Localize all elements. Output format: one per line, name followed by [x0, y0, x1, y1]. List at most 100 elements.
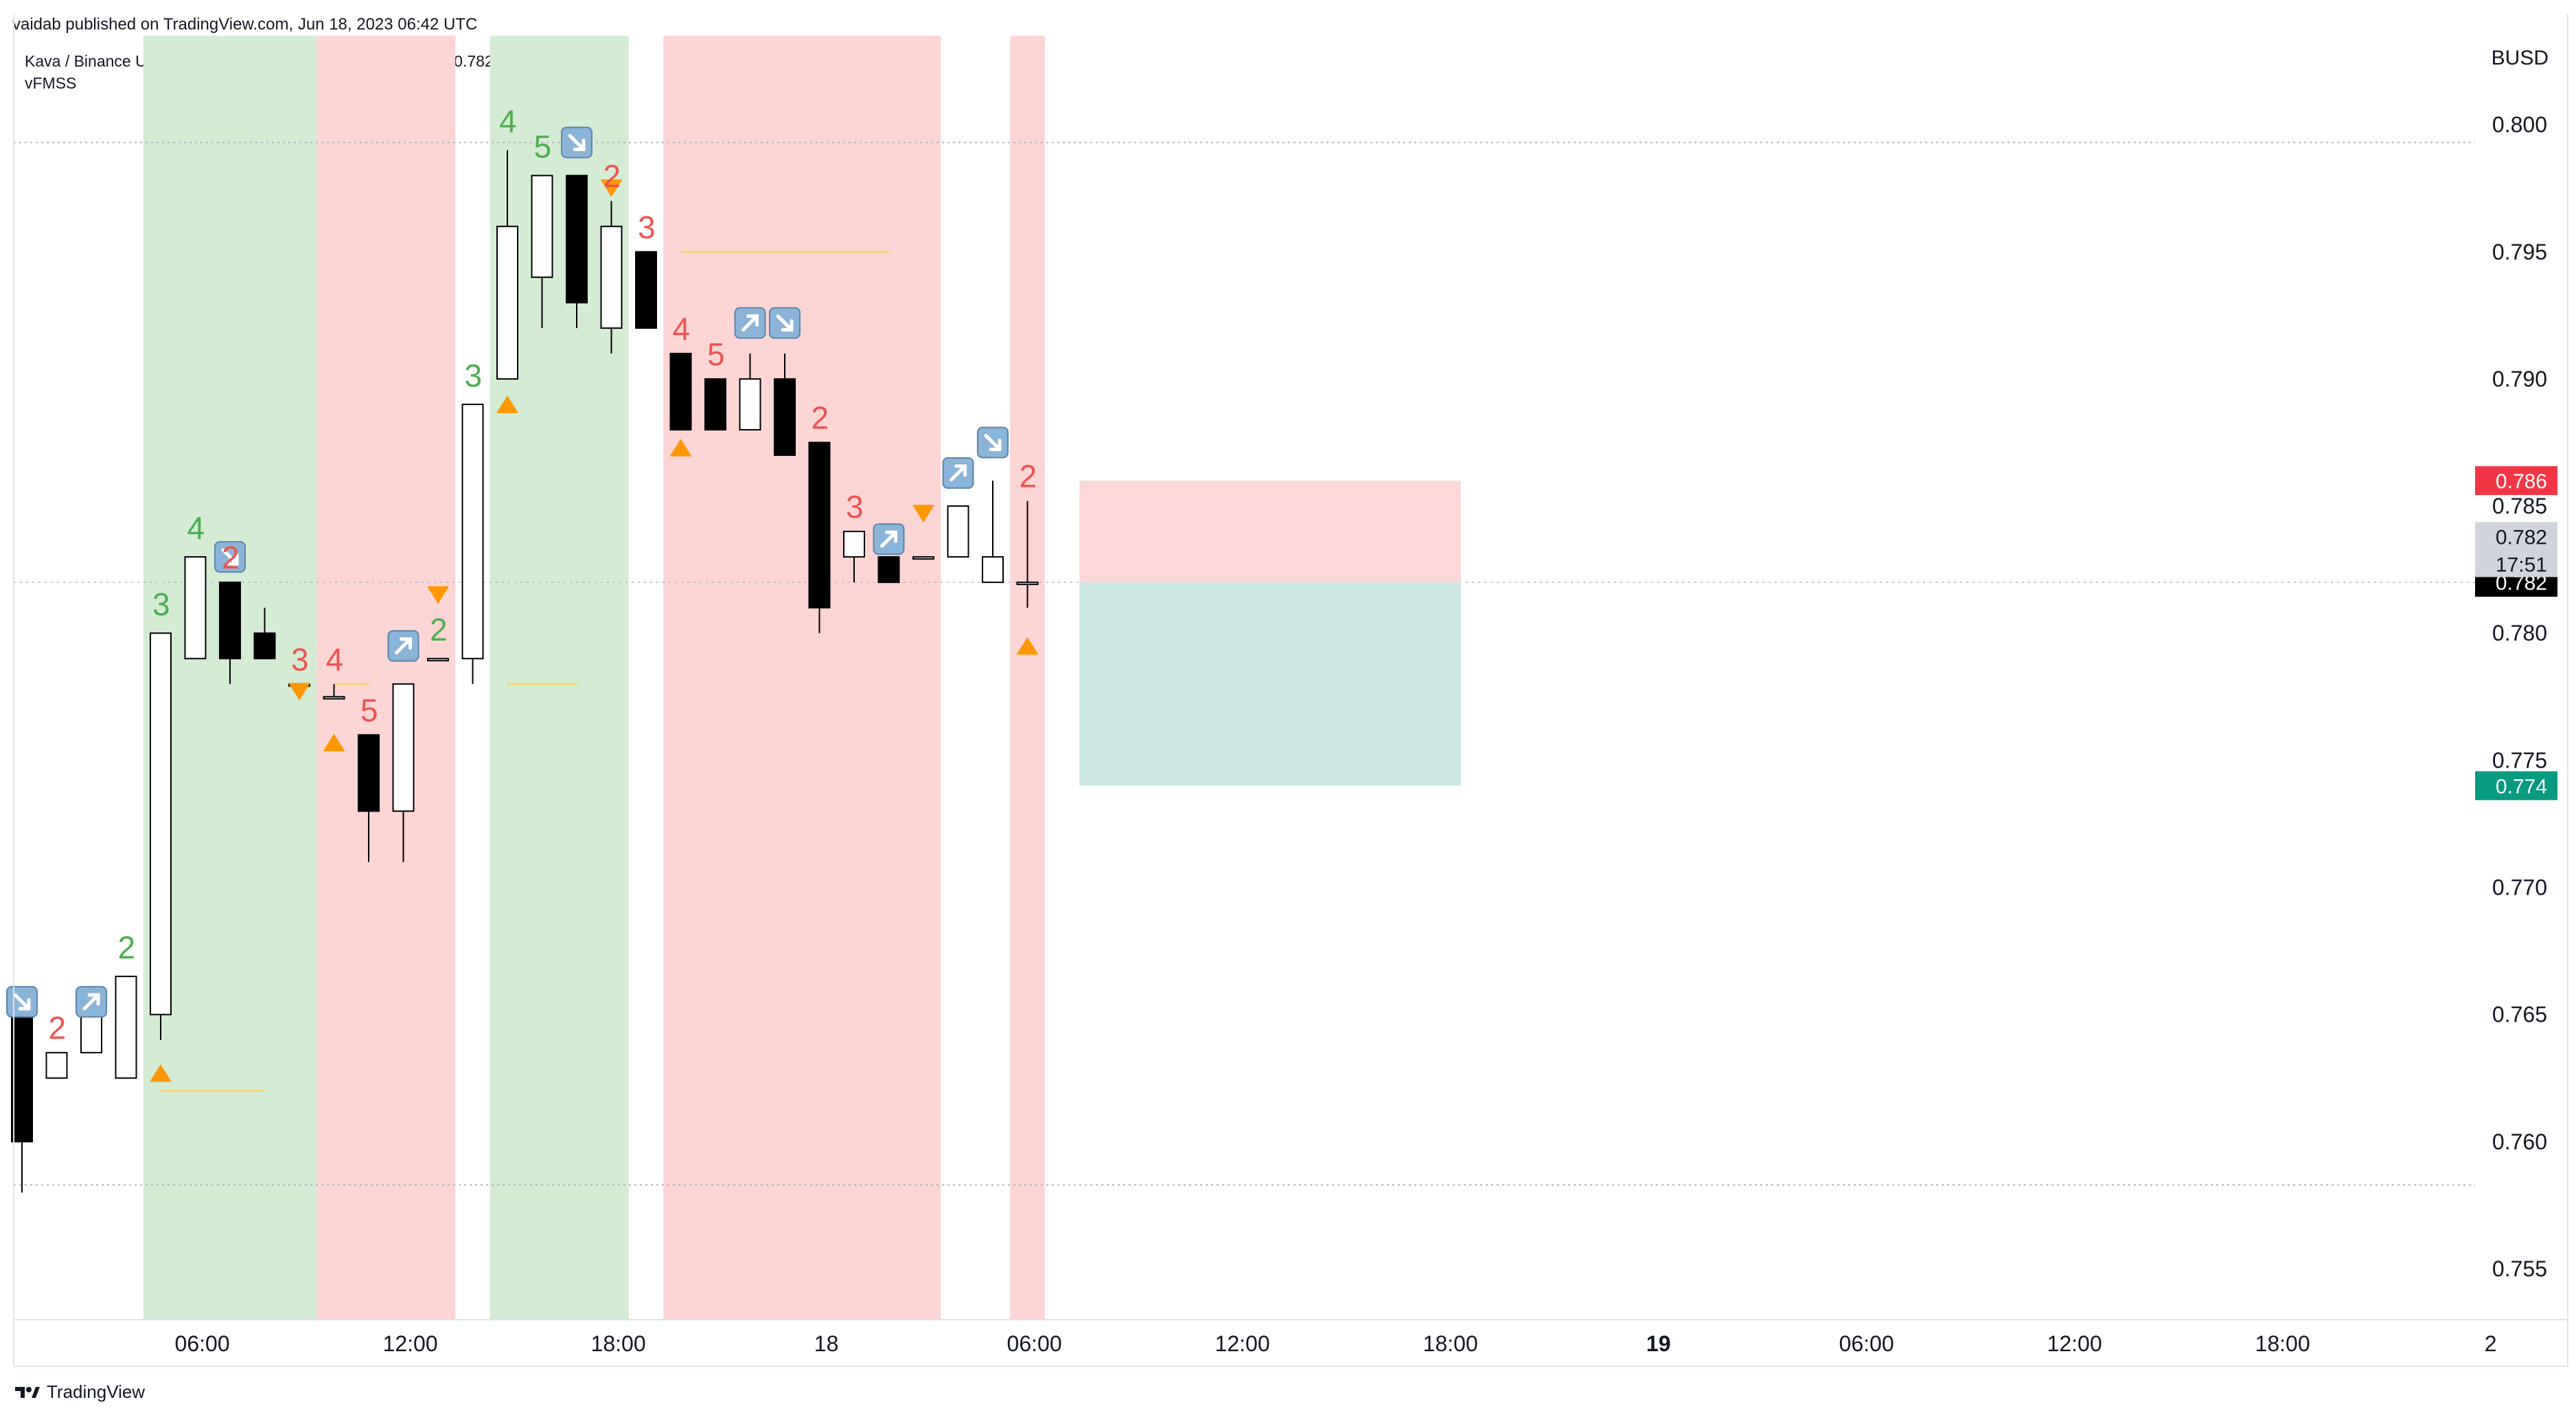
arrow-down-right-icon: [977, 426, 1009, 459]
x-tick-label: 18:00: [591, 1331, 646, 1356]
candle: [947, 505, 969, 558]
arrow-glyph: [950, 464, 967, 482]
x-tick-label: 12:00: [2047, 1331, 2102, 1356]
countdown-label: 17:51: [2496, 553, 2547, 576]
candle: [877, 556, 900, 584]
signal-triangle-up: [150, 1064, 172, 1082]
candle: [219, 582, 241, 660]
x-tick-label: 06:00: [1007, 1331, 1062, 1356]
arrow-glyph: [776, 314, 794, 332]
candle: [531, 174, 553, 278]
candle: [739, 378, 761, 430]
candle: [323, 696, 345, 700]
y-tick-label: 0.760: [2492, 1129, 2547, 1154]
sequence-count: 2: [1020, 459, 1037, 494]
sequence-count: 4: [499, 104, 517, 139]
x-tick-label: 19: [1646, 1331, 1671, 1356]
x-tick-label: 18: [814, 1331, 839, 1356]
arrow-glyph: [395, 637, 412, 655]
candle: [669, 352, 692, 430]
sequence-count: 2: [49, 1010, 67, 1046]
y-tick-label: 0.755: [2492, 1256, 2547, 1281]
arrow-down-right-icon: [214, 541, 246, 573]
brand-label: TradingView: [47, 1381, 146, 1402]
zone-bear: [317, 36, 456, 1320]
sequence-count: 4: [187, 510, 205, 546]
candle: [566, 174, 588, 303]
arrow-glyph: [568, 134, 586, 152]
candle: [600, 225, 623, 329]
sequence-count: 3: [465, 358, 483, 393]
y-tick-label: 0.800: [2492, 113, 2547, 137]
y-tick-label: 0.795: [2492, 240, 2547, 264]
candle: [843, 531, 865, 558]
candle: [115, 976, 137, 1079]
x-tick-label: 06:00: [1839, 1331, 1894, 1356]
arrow-up-right-icon: [734, 307, 766, 339]
sequence-count: 3: [291, 641, 309, 677]
sequence-count: 2: [430, 612, 448, 647]
candle: [150, 632, 172, 1015]
price-tag-label: 0.786: [2496, 470, 2547, 493]
y-tick-label: 0.780: [2492, 621, 2547, 645]
sequence-count: 4: [673, 311, 691, 347]
candle: [982, 556, 1004, 584]
sequence-count: 5: [707, 336, 725, 372]
candle: [704, 378, 726, 430]
x-tick-label: 18:00: [1423, 1331, 1478, 1356]
zone-bear: [1010, 36, 1045, 1320]
candle: [912, 556, 934, 560]
indicator-legend[interactable]: vFMSS: [25, 74, 77, 92]
x-tick-label: 12:00: [1215, 1331, 1270, 1356]
y-tick-label: 0.775: [2492, 748, 2547, 772]
x-tick-label: 2: [2485, 1331, 2497, 1356]
arrow-down-right-icon: [561, 126, 593, 159]
y-tick-label: 0.785: [2492, 494, 2547, 518]
stop-loss-zone: [1079, 481, 1461, 583]
candle: [427, 658, 449, 662]
signal-triangle-down: [288, 682, 310, 701]
candle: [635, 251, 657, 329]
arrow-glyph: [221, 548, 239, 566]
x-tick-label: 12:00: [383, 1331, 438, 1356]
signal-triangle-down: [600, 179, 623, 197]
publisher-line: vaidab published on TradingView.com, Jun…: [12, 15, 478, 34]
arrow-up-right-icon: [76, 986, 107, 1018]
arrow-down-right-icon: [6, 986, 38, 1018]
countdown-tag: [2475, 551, 2557, 577]
arrow-glyph: [984, 433, 1002, 451]
sequence-count: 3: [846, 489, 864, 525]
tradingview-brand[interactable]: TradingView: [14, 1381, 145, 1403]
tradingview-logo-icon: [15, 1386, 40, 1398]
arrow-glyph: [880, 530, 897, 548]
candle: [496, 225, 518, 380]
candle: [184, 556, 207, 660]
zone-bear: [663, 36, 941, 1320]
candle: [774, 378, 796, 456]
price-tag-label: 0.774: [2496, 775, 2547, 798]
signal-triangle-down: [427, 586, 449, 604]
sequence-count: 5: [534, 129, 552, 165]
sequence-count: 3: [152, 586, 170, 622]
candle: [392, 683, 415, 812]
arrow-up-right-icon: [942, 457, 974, 489]
price-tag: [2475, 522, 2557, 551]
x-tick-label: 06:00: [175, 1331, 230, 1356]
arrow-down-right-icon: [769, 307, 801, 339]
sequence-count: 2: [603, 159, 621, 194]
signal-triangle-up: [496, 395, 518, 413]
x-tick-label: 18:00: [2255, 1331, 2310, 1356]
price-tag: [2475, 771, 2557, 801]
signal-triangle-up: [1016, 636, 1039, 655]
price-tag-label: 0.782: [2496, 526, 2547, 549]
currency-label: BUSD: [2491, 47, 2549, 69]
signal-triangle-up: [669, 439, 692, 457]
candle: [461, 403, 484, 660]
sequence-count: 2: [118, 930, 136, 965]
sequence-count: 2: [222, 540, 240, 575]
candle: [253, 632, 276, 660]
signal-triangle-down: [912, 505, 934, 522]
sequence-count: 2: [812, 400, 829, 435]
signal-triangle-up: [323, 733, 345, 752]
